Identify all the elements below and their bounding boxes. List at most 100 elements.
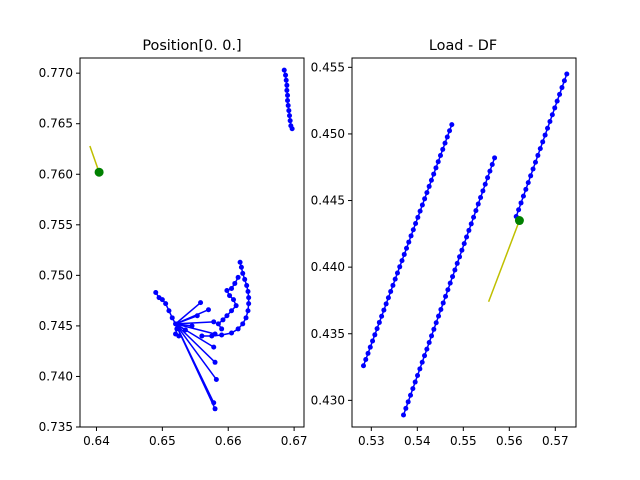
series-point [381, 307, 387, 313]
series-point [475, 201, 481, 207]
series-point [287, 118, 293, 124]
series-point [401, 251, 407, 257]
series-point [518, 200, 524, 206]
series-point [285, 92, 291, 98]
series-point [408, 233, 414, 239]
series-point [419, 359, 425, 365]
series-point [564, 71, 570, 77]
load-df-title: Load - DF [429, 38, 497, 54]
y-tick-label: 0.455 [311, 60, 345, 74]
series-point [445, 287, 451, 293]
series-point [415, 214, 421, 220]
series-line [201, 262, 250, 337]
series-point [545, 125, 551, 131]
y-tick-label: 0.755 [39, 218, 73, 232]
series-point [224, 288, 230, 294]
fan-segment [175, 323, 193, 327]
position-panel: Position[0. 0.] 0.64 0.65 0.66 0.67 0.735 0.7… [39, 38, 308, 448]
series-point [542, 132, 548, 138]
series-point [215, 321, 221, 327]
series-point [231, 297, 237, 303]
series-line [515, 73, 568, 217]
series-point [561, 78, 567, 84]
series-point [283, 77, 289, 83]
series-point [385, 295, 391, 301]
series-point [444, 134, 450, 140]
x-tick-label: 0.53 [358, 434, 385, 448]
series-point [232, 280, 238, 286]
series-point [424, 190, 430, 196]
series-point [229, 330, 235, 336]
series-line [402, 157, 496, 416]
series-point [417, 366, 423, 372]
series-point [442, 140, 448, 146]
series-point [219, 326, 225, 332]
series-point [284, 87, 290, 93]
fan-point [182, 327, 188, 333]
fan-segment [175, 321, 214, 325]
series-point [523, 186, 529, 192]
series-point [452, 267, 458, 273]
series-point [440, 146, 446, 152]
series-point [440, 300, 446, 306]
series-point [219, 332, 225, 338]
series-point [401, 412, 407, 418]
fan-point [212, 331, 218, 337]
series-point [413, 221, 419, 227]
series-point [388, 289, 394, 295]
series-point [435, 159, 441, 165]
series-point [243, 315, 249, 321]
fan-point [189, 323, 195, 329]
direction-line [89, 145, 100, 173]
series-point [390, 282, 396, 288]
series-point [287, 113, 293, 119]
series-point [284, 82, 290, 88]
series-point [461, 241, 467, 247]
series-point [528, 173, 534, 179]
y-tick-label: 0.750 [39, 268, 73, 282]
current-marker [514, 216, 524, 226]
load-df-plot-area [360, 71, 570, 418]
y-tick-label: 0.445 [311, 194, 345, 208]
series-point [464, 234, 470, 240]
fan-point [198, 300, 204, 306]
series-point [525, 180, 531, 186]
fan-point [213, 376, 219, 382]
series-point [433, 320, 439, 326]
series-point [397, 264, 403, 270]
position-ticks: 0.64 0.65 0.66 0.67 0.735 0.740 0.745 0.750 0.75… [39, 66, 308, 448]
series-point [535, 152, 541, 158]
series-line [362, 124, 453, 366]
series-point [403, 405, 409, 411]
series-point [422, 196, 428, 202]
series-point [417, 208, 423, 214]
series-point [540, 139, 546, 145]
series-point [449, 122, 455, 128]
series-point [454, 260, 460, 266]
fan-segment [175, 302, 202, 325]
x-tick-label: 0.55 [450, 434, 477, 448]
series-point [482, 181, 488, 187]
series-point [394, 270, 400, 276]
series-point [466, 227, 472, 233]
series-point [412, 379, 418, 385]
series-point [559, 85, 565, 91]
series-point [367, 344, 373, 350]
series-point [468, 221, 474, 227]
series-point [281, 67, 287, 73]
series-point [360, 363, 366, 369]
series-point [370, 338, 376, 344]
series-point [163, 301, 169, 307]
series-point [516, 207, 522, 213]
series-point [552, 105, 558, 111]
series-point [237, 259, 243, 265]
series-point [554, 98, 560, 104]
series-point [431, 171, 437, 177]
series-point [557, 91, 563, 97]
series-point [379, 313, 385, 319]
series-point [286, 108, 292, 114]
fan-point [211, 319, 217, 325]
series-point [419, 202, 425, 208]
